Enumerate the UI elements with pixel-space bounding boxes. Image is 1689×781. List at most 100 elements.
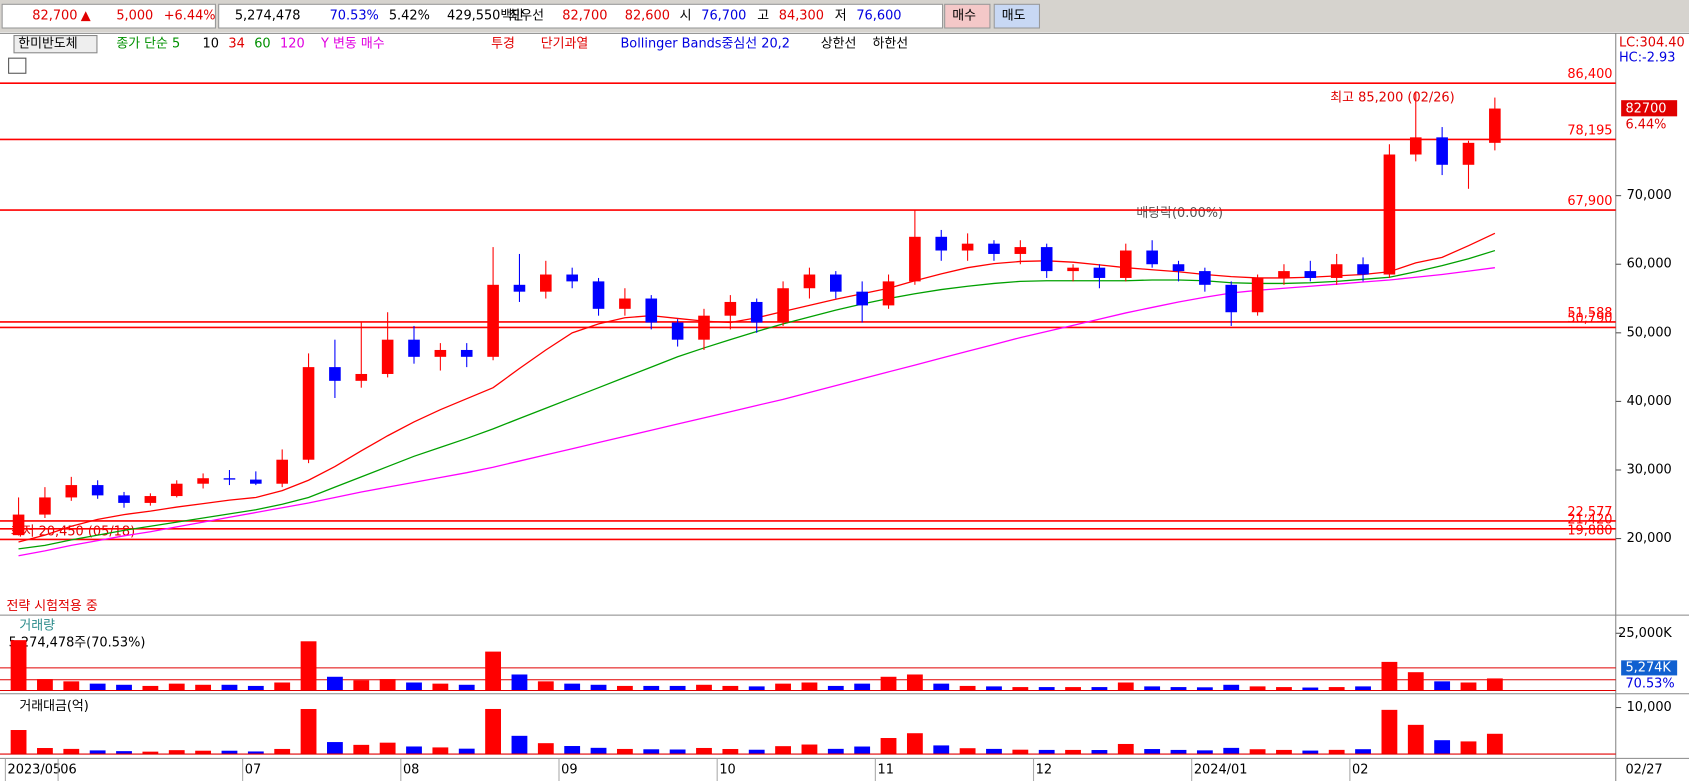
bar xyxy=(116,684,132,691)
candle-body xyxy=(1489,108,1501,143)
x-tick-label: 08 xyxy=(403,763,419,778)
bar xyxy=(1065,749,1081,755)
bar xyxy=(1276,687,1292,691)
open: 76,700 xyxy=(701,9,746,24)
bar xyxy=(1486,733,1503,755)
x-tick-label: 2023/05 xyxy=(8,763,62,778)
legend-series: 60 xyxy=(254,37,270,52)
bar xyxy=(1381,661,1398,691)
bar xyxy=(1328,749,1345,755)
bar xyxy=(195,750,212,755)
bar xyxy=(775,746,791,755)
bar xyxy=(1407,672,1424,691)
low: 76,600 xyxy=(856,9,901,24)
bar xyxy=(1065,687,1081,691)
bar xyxy=(1117,682,1134,691)
bar xyxy=(327,676,343,691)
candle-body xyxy=(803,274,816,289)
buy-text[interactable]: 매수 xyxy=(952,9,976,24)
bar xyxy=(458,684,475,691)
bar xyxy=(1302,750,1319,755)
bar xyxy=(1117,743,1134,755)
low-label: 저 xyxy=(835,9,847,24)
candle-body xyxy=(65,485,78,498)
bar xyxy=(1223,747,1240,755)
bar xyxy=(1355,749,1371,755)
bar xyxy=(564,683,581,691)
bar xyxy=(590,747,607,755)
x-tick-label: 12 xyxy=(1036,763,1052,778)
sell-button[interactable] xyxy=(993,3,1041,29)
volume-marker xyxy=(1621,660,1678,676)
bar xyxy=(37,748,53,755)
candle-body xyxy=(91,485,104,496)
stock-box[interactable] xyxy=(13,35,98,54)
legend-bollinger: Bollinger Bands중심선 20,2 xyxy=(620,37,790,52)
table-icon[interactable] xyxy=(8,57,27,74)
candle-body xyxy=(750,301,763,323)
x-tick-label: 10 xyxy=(719,763,735,778)
change: 5,000 xyxy=(116,9,153,24)
bar xyxy=(274,682,291,691)
bar xyxy=(379,742,396,755)
bar xyxy=(1328,687,1345,691)
bar xyxy=(537,743,554,755)
bar xyxy=(89,750,106,755)
corner-label: LC:304.40 xyxy=(1619,36,1685,51)
legend-series: 34 xyxy=(228,37,244,52)
bar xyxy=(986,748,1002,755)
level-label: 50,790 xyxy=(1567,311,1612,326)
candle-body xyxy=(276,459,288,484)
bar xyxy=(827,685,844,691)
bar xyxy=(379,679,396,691)
stock-name[interactable]: 한미반도체 xyxy=(18,37,77,52)
bar xyxy=(1038,749,1055,755)
bar xyxy=(1249,749,1266,755)
bar xyxy=(880,676,897,691)
sell-text[interactable]: 매도 xyxy=(1002,9,1026,24)
bar xyxy=(1012,687,1029,691)
candle-body xyxy=(170,483,183,497)
candle-body xyxy=(39,497,51,515)
bar xyxy=(432,747,449,755)
candle-body xyxy=(434,349,447,357)
candle-body xyxy=(1199,271,1211,285)
panel-title: 거래량 xyxy=(19,618,55,633)
candle-body xyxy=(619,298,631,309)
high-label: 고 xyxy=(757,9,769,24)
bar xyxy=(1038,687,1055,691)
y-tick-label: 60,000 xyxy=(1627,257,1672,272)
level-label: 51,588 xyxy=(1567,306,1612,321)
bar xyxy=(300,641,317,691)
level-label: 86,400 xyxy=(1567,67,1612,82)
level-label: 21,420 xyxy=(1567,513,1612,528)
candle-body xyxy=(1251,277,1264,313)
candle-body xyxy=(1383,154,1396,275)
volume-ratio: 70.53% xyxy=(330,9,379,24)
bar xyxy=(274,748,291,755)
bar xyxy=(1486,678,1503,691)
bar xyxy=(458,748,475,755)
ma-line xyxy=(18,249,1496,550)
last-date: 02/27 xyxy=(1625,763,1662,778)
candle-body xyxy=(197,478,209,484)
legend-ma: 종가 단순 5 xyxy=(116,37,180,52)
bar xyxy=(854,683,871,691)
y-tick-label: 40,000 xyxy=(1627,394,1672,409)
y-tick-label: 25,000K xyxy=(1618,626,1672,641)
bar xyxy=(959,748,976,755)
bar xyxy=(511,735,528,755)
bar xyxy=(168,683,185,691)
buy-button[interactable] xyxy=(944,3,991,29)
panel-subtitle: 5,274,478주(70.53%) xyxy=(9,636,146,651)
bar xyxy=(406,746,422,755)
bar xyxy=(669,685,686,691)
x-tick-label: 06 xyxy=(60,763,76,778)
bar xyxy=(959,685,976,691)
bar xyxy=(353,744,370,755)
annotation: 전략 시험적용 중 xyxy=(6,599,97,614)
candle-body xyxy=(1330,264,1343,278)
best-ask: 82,700 xyxy=(562,9,607,24)
candle-body xyxy=(487,284,499,357)
